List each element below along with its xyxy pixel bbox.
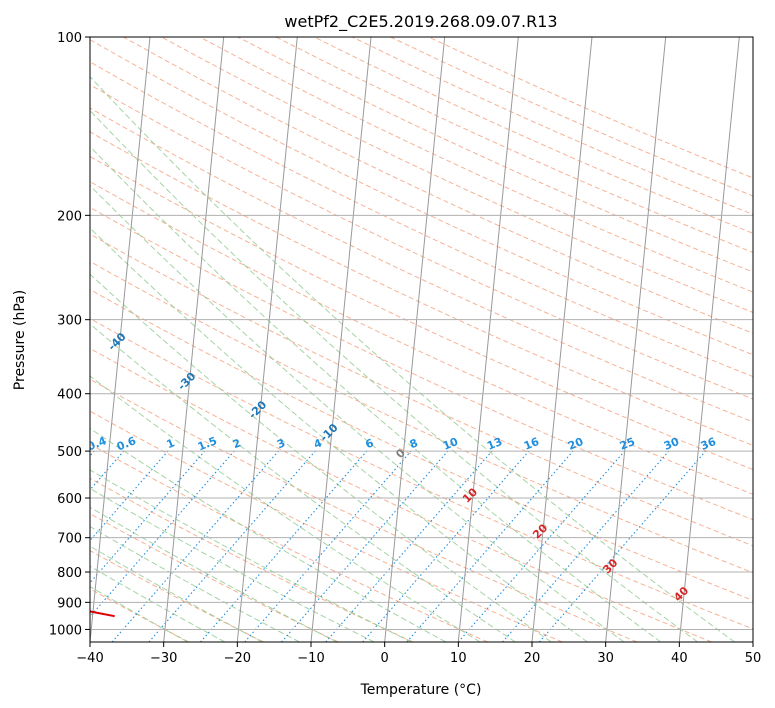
moist-adiabats <box>90 75 735 642</box>
mixing-ratio-label: 2 <box>231 436 243 451</box>
x-tick-label: 50 <box>745 651 762 666</box>
isotherm-line <box>90 37 151 642</box>
isotherm-line <box>310 37 372 642</box>
x-axis-label: Temperature (°C) <box>360 682 482 698</box>
x-tick-label: 0 <box>381 651 389 666</box>
mixing-ratio-label: 1 <box>165 436 177 451</box>
x-tick-label: 10 <box>450 651 467 666</box>
dry-adiabat-line <box>90 378 638 642</box>
dry-adiabat-line <box>90 181 753 495</box>
moist-adiabat-line <box>90 427 447 642</box>
chart-title: wetPf2_C2E5.2019.268.09.07.R13 <box>284 12 557 32</box>
y-axis-ticks: 100 200 300 400 500 600 700 800 900 1000 <box>49 31 90 638</box>
mixing-ratio-label: 3 <box>275 436 287 451</box>
x-tick-label: 40 <box>671 651 688 666</box>
y-tick-label: 600 <box>57 492 82 507</box>
isotherm-line <box>678 37 740 642</box>
y-axis-label: Pressure (hPa) <box>12 290 28 390</box>
y-tick-label: 100 <box>57 31 82 46</box>
dry-adiabat-line <box>90 288 753 601</box>
mixing-ratio-label: 10 <box>441 435 460 453</box>
isotherm-line <box>236 37 298 642</box>
x-tick-label: −20 <box>224 651 251 666</box>
y-tick-label: 1000 <box>49 623 82 638</box>
dry-adiabat-line <box>90 131 753 446</box>
dry-adiabat-line <box>90 347 712 642</box>
dry-adiabat-line <box>90 84 753 400</box>
y-tick-label: 400 <box>57 388 82 403</box>
mixing-ratio-label: 8 <box>408 436 420 451</box>
dry-adiabat-line <box>90 588 190 642</box>
dry-adiabat-line <box>90 206 753 521</box>
dry-adiabat-line <box>199 37 753 293</box>
moist-adiabat-line <box>90 375 481 642</box>
dry-adiabat-line <box>90 550 264 642</box>
pressure-grid <box>90 37 753 630</box>
moist-adiabat-line <box>90 184 625 642</box>
moist-adiabat-line <box>90 487 375 642</box>
isotherm-line <box>457 37 519 642</box>
moist-adiabat-line <box>90 75 735 642</box>
moist-adiabat-line <box>90 273 552 642</box>
y-tick-label: 300 <box>57 314 82 329</box>
x-tick-label: 30 <box>597 651 614 666</box>
mixing-ratio-label: 30 <box>662 435 681 453</box>
moist-adiabat-line <box>90 227 588 642</box>
y-tick-label: 700 <box>57 532 82 547</box>
dry-adiabat-line <box>90 155 753 471</box>
x-axis-ticks: −40 −30 −20 −10 0 10 20 30 40 50 <box>76 642 761 666</box>
x-tick-label: −10 <box>297 651 324 666</box>
mixing-ratio-label: 20 <box>566 435 585 453</box>
isotherm-line <box>384 37 446 642</box>
moist-adiabat-line <box>90 323 516 642</box>
x-tick-label: 20 <box>524 651 541 666</box>
mixing-ratio-label: 13 <box>485 435 504 453</box>
isotherm-line <box>605 37 667 642</box>
y-tick-label: 200 <box>57 209 82 224</box>
plot-frame <box>89 36 754 643</box>
dry-adiabat-line <box>90 107 753 423</box>
x-tick-label: −40 <box>76 651 103 666</box>
mixing-ratio-label: 36 <box>699 435 718 453</box>
moist-adiabat-line <box>90 506 338 642</box>
dry-adiabats <box>90 37 753 642</box>
isotherm-line <box>531 37 593 642</box>
moist-adiabat-line <box>90 469 412 642</box>
x-tick-label: −30 <box>150 651 177 666</box>
isotherm-line <box>163 37 225 642</box>
y-tick-label: 500 <box>57 445 82 460</box>
mixing-ratio-label: 25 <box>618 435 637 453</box>
moist-adiabat-line <box>90 145 662 642</box>
y-tick-label: 800 <box>57 566 82 581</box>
dry-adiabat-line <box>90 443 488 642</box>
mixing-ratio-label: 16 <box>522 435 541 453</box>
skewed-isotherms <box>90 37 753 642</box>
y-tick-label: 900 <box>57 596 82 611</box>
dry-adiabat-line <box>90 410 563 642</box>
dry-adiabat-line <box>90 317 753 630</box>
moist-adiabat-line <box>90 585 188 642</box>
